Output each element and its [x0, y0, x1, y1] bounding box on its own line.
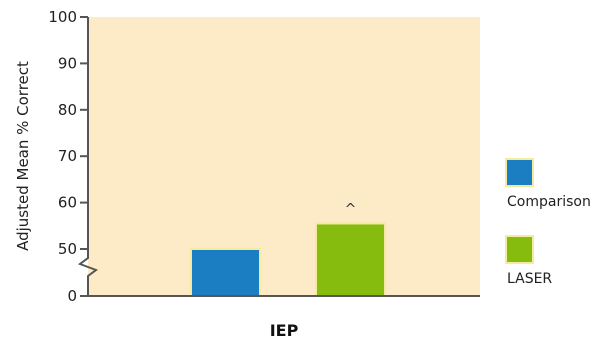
legend: Comparison LASER	[505, 158, 591, 287]
bar-laser	[315, 222, 386, 297]
y-tick-label: 90	[58, 54, 77, 72]
y-tick-label: 50	[58, 240, 77, 258]
plot-background	[88, 17, 480, 296]
y-tick-label: 70	[58, 147, 77, 165]
y-tick-label: 60	[58, 194, 77, 212]
y-axis-ticks: 0 50 60 70 80 90 100	[48, 8, 88, 305]
x-category-label: IEP	[270, 321, 299, 340]
y-tick-label: 0	[67, 287, 77, 305]
y-tick-label: 100	[48, 8, 77, 26]
legend-swatch-comparison	[505, 158, 534, 187]
legend-label-laser: LASER	[507, 271, 552, 287]
significance-marker: ^	[345, 201, 357, 217]
y-axis-title: Adjusted Mean % Correct	[14, 61, 32, 251]
y-axis-line	[77, 17, 99, 296]
bar-comparison	[190, 248, 261, 297]
y-tick-label: 80	[58, 101, 77, 119]
legend-label-comparison: Comparison	[507, 194, 591, 210]
legend-swatch-laser	[505, 235, 534, 264]
